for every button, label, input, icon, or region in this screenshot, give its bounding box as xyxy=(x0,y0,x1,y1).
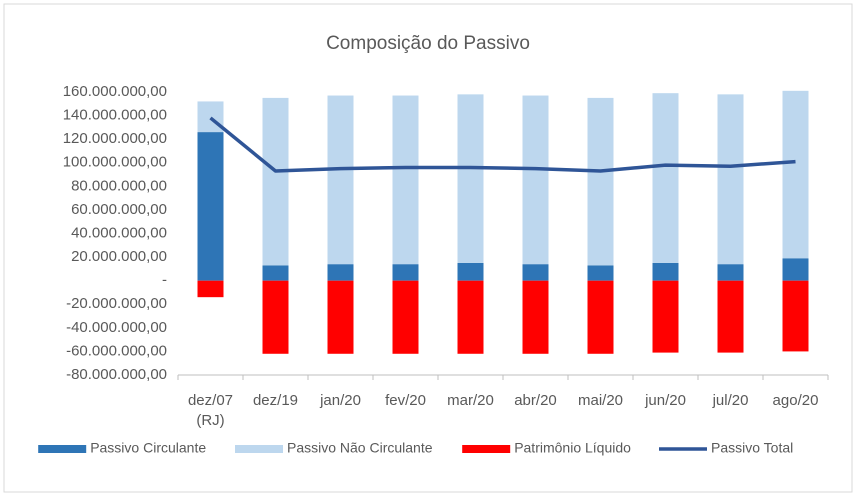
bar xyxy=(457,94,484,263)
bar xyxy=(782,90,809,259)
legend-label: Passivo Circulante xyxy=(90,440,206,456)
x-tick-label: fev/20 xyxy=(385,392,426,409)
x-tick-label: dez/07 (RJ) xyxy=(187,392,234,429)
bar xyxy=(717,280,744,353)
legend-swatch xyxy=(235,445,283,453)
y-tick-label: 140.000.000,00 xyxy=(63,107,167,124)
x-tick-label-box: dez/07 (RJ) xyxy=(187,392,234,429)
x-tick-label: jul/20 xyxy=(712,392,749,409)
bar xyxy=(717,94,744,265)
bar xyxy=(522,95,549,265)
bar xyxy=(652,93,679,263)
bar xyxy=(392,264,419,281)
y-tick-label: -40.000.000,00 xyxy=(66,319,167,336)
legend-label: Patrimônio Líquido xyxy=(514,440,631,456)
x-tick-label-box: jan/20 xyxy=(320,392,361,409)
y-tick-label: - xyxy=(162,272,167,289)
x-tick-label-box: mar/20 xyxy=(447,392,494,409)
y-tick-label: 60.000.000,00 xyxy=(71,201,167,218)
legend-swatch xyxy=(462,445,511,453)
bar xyxy=(587,265,614,281)
bar xyxy=(262,265,289,281)
bar xyxy=(197,280,224,298)
chart-title: Composição do Passivo xyxy=(326,33,530,54)
x-tick-label: mar/20 xyxy=(447,392,494,409)
y-tick-label: 160.000.000,00 xyxy=(63,83,167,100)
x-tick-label: jan/20 xyxy=(320,392,361,409)
x-tick-label-box: fev/20 xyxy=(385,392,426,409)
x-tick-label-box: abr/20 xyxy=(514,392,557,409)
legend-label: Passivo Total xyxy=(711,440,793,456)
x-tick-label-box: jul/20 xyxy=(712,392,749,409)
y-tick-label: 100.000.000,00 xyxy=(63,154,167,171)
bar xyxy=(327,280,354,354)
y-tick-label: -60.000.000,00 xyxy=(66,342,167,359)
bar xyxy=(262,97,289,266)
bar xyxy=(457,280,484,354)
x-tick-label: mai/20 xyxy=(577,392,624,409)
legend-swatch xyxy=(38,445,87,453)
bar xyxy=(587,97,614,266)
bar xyxy=(522,264,549,281)
bar xyxy=(587,280,614,354)
x-tick-label: jun/20 xyxy=(645,392,686,409)
x-tick-label-box: dez/19 xyxy=(252,392,299,409)
x-tick-label: ago/20 xyxy=(772,392,819,409)
y-tick-label: 40.000.000,00 xyxy=(71,224,167,241)
bar xyxy=(457,262,484,281)
bar xyxy=(392,280,419,354)
y-tick-label: 20.000.000,00 xyxy=(71,248,167,265)
x-tick-label-box: jun/20 xyxy=(645,392,686,409)
x-tick-label-box: mai/20 xyxy=(577,392,624,409)
y-tick-label: -20.000.000,00 xyxy=(66,295,167,312)
bar xyxy=(262,280,289,354)
bar xyxy=(522,280,549,354)
bar xyxy=(652,280,679,353)
bar xyxy=(717,264,744,281)
bar xyxy=(327,264,354,281)
bar xyxy=(652,262,679,281)
legend-label: Passivo Não Circulante xyxy=(287,440,433,456)
bar xyxy=(782,258,809,281)
chart-border xyxy=(3,3,853,493)
x-tick-label: abr/20 xyxy=(514,392,557,409)
x-tick-label-box: ago/20 xyxy=(772,392,819,409)
y-tick-label: -80.000.000,00 xyxy=(66,366,167,383)
x-tick-label: dez/19 xyxy=(252,392,299,409)
bar xyxy=(782,280,809,352)
line xyxy=(209,116,796,173)
bar xyxy=(197,132,224,281)
y-tick-label: 80.000.000,00 xyxy=(71,177,167,194)
bar xyxy=(392,95,419,265)
bar xyxy=(327,95,354,265)
y-tick-label: 120.000.000,00 xyxy=(63,130,167,147)
